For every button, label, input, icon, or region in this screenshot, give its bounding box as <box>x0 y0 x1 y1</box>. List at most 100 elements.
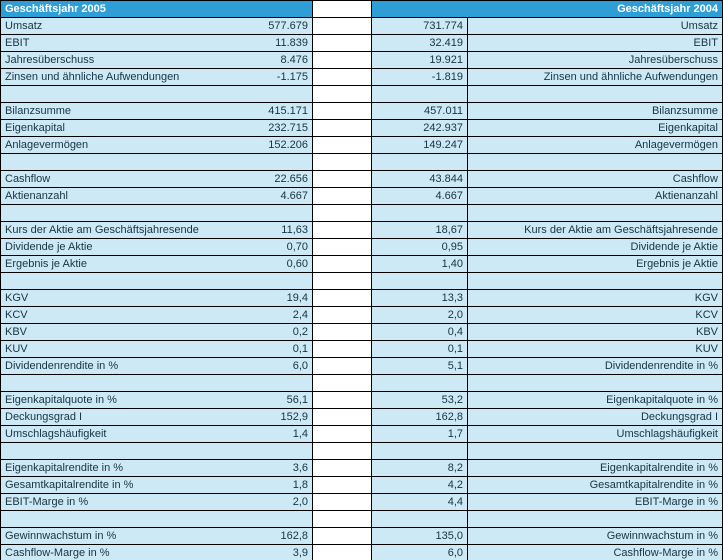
value-2005-cell: 3,6 <box>229 460 313 477</box>
label-2005-cell: Anlagevermögen <box>1 137 229 154</box>
spacer-cell <box>313 120 372 137</box>
label-2004-cell: Eigenkapitalrendite in % <box>468 460 723 477</box>
value-2004-cell <box>372 273 468 290</box>
table-row: Cashflow 22.656 43.844 Cashflow <box>1 171 723 188</box>
table-row: Cashflow-Marge in % 3,9 6,0 Cashflow-Marge … <box>1 545 723 560</box>
spacer-cell <box>313 460 372 477</box>
value-2005-cell <box>229 86 313 103</box>
spacer-row <box>1 86 723 103</box>
label-2004-cell: Aktienanzahl <box>468 188 723 205</box>
table-row: KBV 0,2 0,4 KBV <box>1 324 723 341</box>
label-2005-cell: Umsatz <box>1 18 229 35</box>
value-2004-cell <box>372 86 468 103</box>
label-2005-cell <box>1 443 229 460</box>
table-row: Eigenkapital 232.715 242.937 Eigenkapital <box>1 120 723 137</box>
value-2005-cell: 11.839 <box>229 35 313 52</box>
label-2005-cell: Bilanzsumme <box>1 103 229 120</box>
spacer-cell <box>313 426 372 443</box>
label-2004-cell: Jahresüberschuss <box>468 52 723 69</box>
table-body: Umsatz 577.679 731.774 Umsatz EBIT 11.839 32.4… <box>1 18 723 560</box>
label-2005-cell <box>1 205 229 222</box>
value-2004-cell: 43.844 <box>372 171 468 188</box>
label-2004-cell: EBIT-Marge in % <box>468 494 723 511</box>
spacer-cell <box>313 188 372 205</box>
label-2005-cell <box>1 511 229 528</box>
value-2004-cell: 731.774 <box>372 18 468 35</box>
label-2004-cell <box>468 205 723 222</box>
spacer-cell <box>313 494 372 511</box>
label-2005-cell: Eigenkapital <box>1 120 229 137</box>
spacer-row <box>1 375 723 392</box>
label-2005-cell: Aktienanzahl <box>1 188 229 205</box>
spacer-cell <box>313 154 372 171</box>
label-2004-cell: Gewinnwachstum in % <box>468 528 723 545</box>
table-row: Deckungsgrad I 152,9 162,8 Deckungsgrad I <box>1 409 723 426</box>
spacer-cell <box>313 273 372 290</box>
value-2004-cell: 0,95 <box>372 239 468 256</box>
value-2005-cell: 0,1 <box>229 341 313 358</box>
table-row: Jahresüberschuss 8.476 19.921 Jahresübersch… <box>1 52 723 69</box>
header-spacer-cell <box>313 1 372 18</box>
label-2004-cell <box>468 443 723 460</box>
label-2004-cell: Dividende je Aktie <box>468 239 723 256</box>
value-2004-cell: 1,40 <box>372 256 468 273</box>
value-2005-cell: 2,0 <box>229 494 313 511</box>
value-2005-cell: 6,0 <box>229 358 313 375</box>
table-row: KGV 19,4 13,3 KGV <box>1 290 723 307</box>
table-row: Gewinnwachstum in % 162,8 135,0 Gewinnwachs… <box>1 528 723 545</box>
label-2004-cell: KBV <box>468 324 723 341</box>
value-2004-cell <box>372 375 468 392</box>
value-2004-cell: 13,3 <box>372 290 468 307</box>
label-2004-cell <box>468 273 723 290</box>
spacer-cell <box>313 290 372 307</box>
spacer-row <box>1 511 723 528</box>
spacer-cell <box>313 545 372 560</box>
label-2004-cell: Deckungsgrad I <box>468 409 723 426</box>
label-2005-cell: EBIT <box>1 35 229 52</box>
spacer-cell <box>313 307 372 324</box>
spacer-row <box>1 443 723 460</box>
label-2004-cell <box>468 86 723 103</box>
table-row: KCV 2,4 2,0 KCV <box>1 307 723 324</box>
label-2005-cell: Eigenkapitalrendite in % <box>1 460 229 477</box>
label-2004-cell <box>468 511 723 528</box>
spacer-cell <box>313 409 372 426</box>
value-2005-cell: 162,8 <box>229 528 313 545</box>
value-2004-cell: 2,0 <box>372 307 468 324</box>
label-2005-cell: Deckungsgrad I <box>1 409 229 426</box>
spacer-cell <box>313 341 372 358</box>
label-2005-cell: EBIT-Marge in % <box>1 494 229 511</box>
spacer-cell <box>313 18 372 35</box>
value-2005-cell: 415.171 <box>229 103 313 120</box>
table-row: Umschlagshäufigkeit 1,4 1,7 Umschlagshäufig… <box>1 426 723 443</box>
label-2005-cell: Eigenkapitalquote in % <box>1 392 229 409</box>
value-2004-cell: 5,1 <box>372 358 468 375</box>
value-2004-cell: 4.667 <box>372 188 468 205</box>
value-2005-cell <box>229 375 313 392</box>
table-row: Dividendenrendite in % 6,0 5,1 Dividendenre… <box>1 358 723 375</box>
value-2005-cell: 4.667 <box>229 188 313 205</box>
label-2005-cell: Jahresüberschuss <box>1 52 229 69</box>
value-2004-cell: -1.819 <box>372 69 468 86</box>
value-2005-cell: 22.656 <box>229 171 313 188</box>
spacer-cell <box>313 137 372 154</box>
value-2005-cell: 152.206 <box>229 137 313 154</box>
label-2004-cell: Eigenkapital <box>468 120 723 137</box>
label-2005-cell: KBV <box>1 324 229 341</box>
value-2005-cell: 0,2 <box>229 324 313 341</box>
label-2004-cell: KGV <box>468 290 723 307</box>
spacer-cell <box>313 511 372 528</box>
label-2005-cell: Kurs der Aktie am Geschäftsjahresende <box>1 222 229 239</box>
value-2005-cell: -1.175 <box>229 69 313 86</box>
value-2005-cell <box>229 443 313 460</box>
value-2004-cell: 242.937 <box>372 120 468 137</box>
value-2005-cell: 1,8 <box>229 477 313 494</box>
spacer-cell <box>313 35 372 52</box>
label-2004-cell: Eigenkapitalquote in % <box>468 392 723 409</box>
value-2004-cell <box>372 511 468 528</box>
value-2005-cell: 152,9 <box>229 409 313 426</box>
value-2004-cell: 4,4 <box>372 494 468 511</box>
value-2004-cell: 149.247 <box>372 137 468 154</box>
value-2004-cell: 53,2 <box>372 392 468 409</box>
label-2005-cell: KCV <box>1 307 229 324</box>
